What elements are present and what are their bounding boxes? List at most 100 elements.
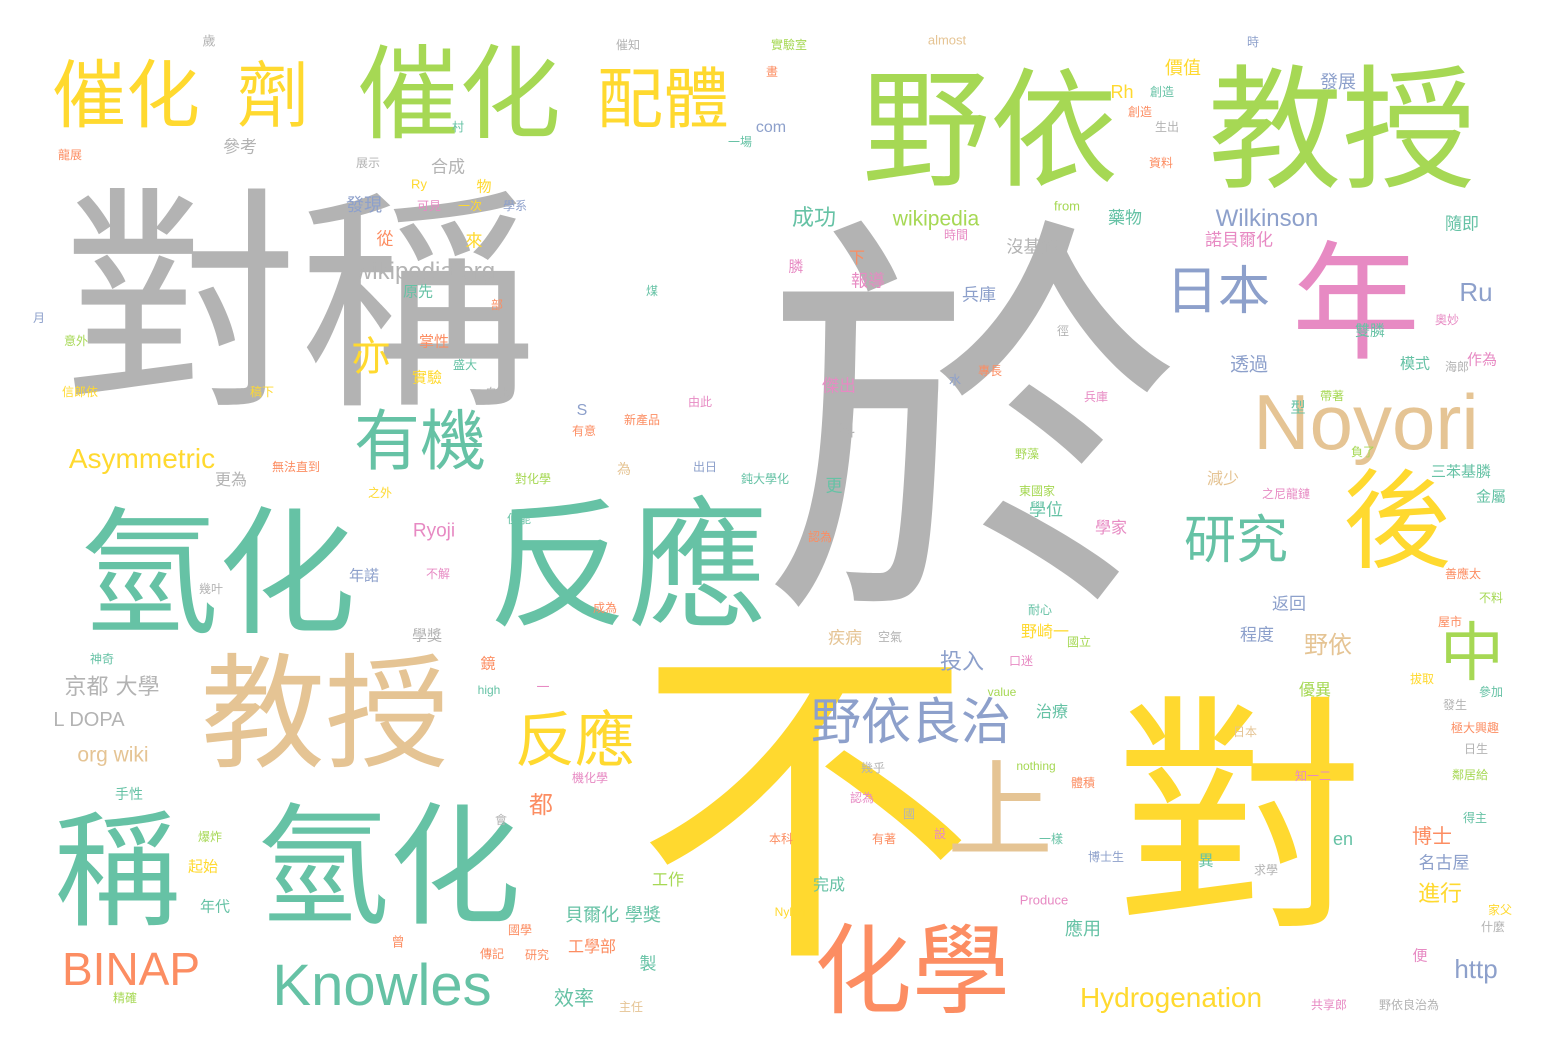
word-ye-zao: 野藻 xyxy=(1014,447,1040,461)
word-zhu-ren: 主任 xyxy=(618,1000,644,1014)
word-can-jia: 參加 xyxy=(1478,685,1504,699)
word-zhi-yi-er: 知一二 xyxy=(1294,769,1332,783)
word-hua-xue: 化學 xyxy=(813,915,1011,1029)
word-qing-hua-left: 氫化 xyxy=(79,494,357,655)
word-jiao-shou-top: 教授 xyxy=(1207,53,1477,209)
word-ye-yi-small: 野依 xyxy=(1304,631,1352,659)
word-ao-miao: 奧妙 xyxy=(1434,313,1460,327)
word-nian-dai: 年代 xyxy=(199,897,231,916)
word-zhi-liao: 治療 xyxy=(1035,702,1069,721)
word-shui: 水 xyxy=(948,373,962,387)
word-shi-yan-shi: 實驗室 xyxy=(770,38,808,52)
word-xing: 型 xyxy=(1290,398,1306,417)
word-ye-yi-liang-zhi-wei: 野依良治為 xyxy=(1378,998,1440,1012)
word-wilkinson: Wilkinson xyxy=(1215,205,1319,232)
word-asymmetric: Asymmetric xyxy=(68,443,216,474)
word-ye-yi-liang-zhi: 野依良治 xyxy=(811,693,1011,751)
word-binap: BINAP xyxy=(61,943,201,995)
word-bo-shi-sheng: 博士生 xyxy=(1087,850,1125,864)
word-chuang-zao: 創造 xyxy=(1127,105,1153,119)
word-ji-da-xing-qu: 極大興趣 xyxy=(1450,721,1500,735)
word-com: com xyxy=(755,119,787,136)
word-bao-zha: 爆炸 xyxy=(197,830,223,844)
word-noyori: Noyori xyxy=(1253,378,1479,466)
word-bian: 便 xyxy=(1412,946,1428,965)
word-almost: almost xyxy=(927,32,967,48)
word-wikipedia: wikipedia xyxy=(892,207,980,231)
word-he-cheng: 合成 xyxy=(431,157,465,178)
word-qi-shi: 起始 xyxy=(187,857,219,876)
word-lai: 來 xyxy=(465,231,483,252)
word-can-kao: 參考 xyxy=(223,137,257,158)
word-zhuan-ji: 傳記 xyxy=(479,947,505,961)
word-lin-ju-gei: 鄰居給 xyxy=(1451,768,1489,782)
word-wu: 物 xyxy=(476,177,492,196)
word-nylon: Nylon xyxy=(774,905,806,919)
word-yan-jiu: 研究 xyxy=(1183,511,1289,571)
word-yi-dash: 一 xyxy=(536,680,550,696)
word-dou: 都 xyxy=(529,791,553,819)
word-dun-da-xue-hua: 鈍大學化 xyxy=(740,472,790,486)
word-jin-xing: 進行 xyxy=(1417,882,1463,907)
word-yi-wai: 意外 xyxy=(63,334,89,348)
word-ye-yi: 野依 xyxy=(861,57,1119,206)
word-you-yi: 優異 xyxy=(1298,680,1332,699)
word-guo: 國 xyxy=(902,807,916,821)
word-s: S xyxy=(576,402,588,419)
word-pei-ti: 配體 xyxy=(597,61,729,138)
word-gong-xue-bu: 工學部 xyxy=(567,937,617,956)
word-fa-xian: 發現 xyxy=(346,195,382,216)
word-cui-hua-yellow: 催化 xyxy=(52,53,200,139)
word-shen-qi: 神奇 xyxy=(89,652,115,666)
word-knowles: Knowles xyxy=(272,953,492,1018)
word-nian: 年 xyxy=(1291,230,1421,379)
word-qiu-xue: 求學 xyxy=(1253,863,1279,877)
word-geng: 更 xyxy=(825,476,843,497)
word-l-dopa: L DOPA xyxy=(53,709,125,731)
word-shi: 時 xyxy=(1246,35,1260,49)
word-fan-ying-yellow: 反應 xyxy=(515,706,635,776)
word-wei: 為 xyxy=(617,462,631,478)
word-mei: 煤 xyxy=(645,284,659,298)
word-chuang-zao-teal: 創造 xyxy=(1149,85,1175,99)
word-shang: 上 xyxy=(947,750,1053,873)
word-shen-me: 什麼 xyxy=(1480,920,1506,934)
word-ceng: 曾 xyxy=(391,935,405,951)
word-wu-shi: 屋市 xyxy=(1437,615,1463,629)
word-yan-jiu-small: 研究 xyxy=(524,948,550,962)
word-cong: 從 xyxy=(376,229,394,250)
word-shou-xing: 手性 xyxy=(115,787,143,803)
word-tou-ru: 投入 xyxy=(939,650,985,675)
word-ri-ben: 日本 xyxy=(1165,262,1271,322)
word-bo-shi: 博士 xyxy=(1412,824,1452,848)
word-fa-sheng: 發生 xyxy=(1442,698,1468,712)
word-zi-ci: 自此 xyxy=(484,386,510,400)
word-ben-ke: 本科 xyxy=(768,832,794,846)
word-ti-ji: 體積 xyxy=(1070,776,1096,790)
word-zhang-xing: 掌性 xyxy=(418,332,450,351)
word-produce: Produce xyxy=(1019,892,1069,908)
word-bu-liao: 不料 xyxy=(1478,591,1504,605)
word-yi-yang: 一樣 xyxy=(1038,832,1064,846)
word-xue-wei: 學位 xyxy=(1029,500,1063,521)
word-jie-chu: 傑出 xyxy=(822,376,856,397)
word-yi-different: 異 xyxy=(1198,851,1214,870)
word-dui-hua-xue: 對化學 xyxy=(514,472,552,486)
word-bao-dao: 報導 xyxy=(851,271,885,292)
word-zhi: 製 xyxy=(639,954,657,975)
word-ri-ben-tan: 日本 xyxy=(1232,725,1258,739)
word-kou-mi: 口迷 xyxy=(1008,654,1034,668)
word-gao-xia: 稿下 xyxy=(249,385,275,399)
word-you-yi-small: 有意 xyxy=(571,424,597,438)
word-ji: 劑 xyxy=(236,54,310,138)
word-zhan-shi: 展示 xyxy=(355,156,381,170)
word-zhi-ni-long-lian: 之尼龍鏈 xyxy=(1261,487,1311,501)
word-bu-jie: 不解 xyxy=(425,567,451,581)
word-zi-liao: 資料 xyxy=(1148,156,1174,170)
word-you-zhe: 有著 xyxy=(871,832,897,846)
word-tou-guo: 透過 xyxy=(1229,353,1269,376)
word-bei-er-hua-xue-jiang: 貝爾化 學獎 xyxy=(565,905,661,926)
word-bai-ke: 百科 xyxy=(822,421,856,440)
word-nuo-bei-er-hua: 諾貝爾化 xyxy=(1205,230,1273,251)
